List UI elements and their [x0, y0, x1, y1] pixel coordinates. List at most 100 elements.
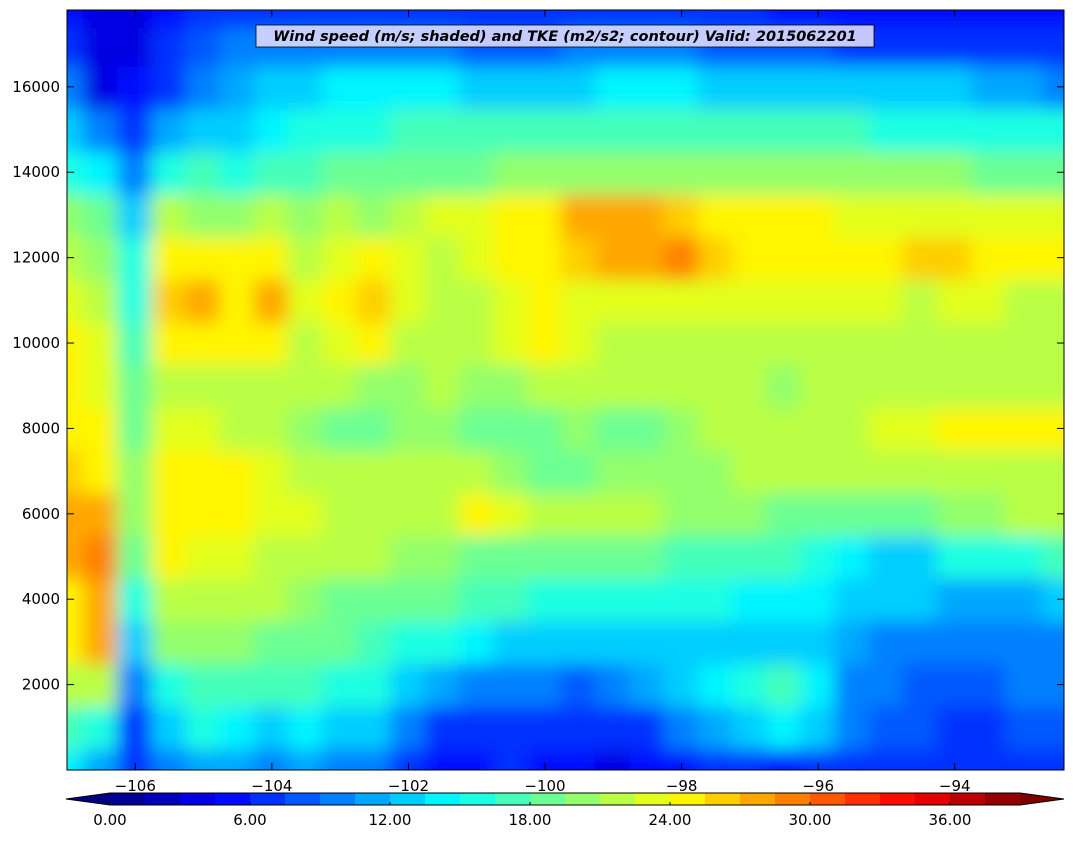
field-cell — [424, 619, 461, 665]
field-cell — [390, 406, 427, 451]
field-cell — [117, 619, 154, 665]
field-cell — [765, 704, 803, 750]
field-cell — [731, 704, 768, 750]
field-cell — [83, 619, 120, 665]
field-cell — [868, 491, 905, 537]
field-cell — [1004, 448, 1045, 494]
field-cell — [800, 534, 837, 579]
field-cell — [834, 192, 871, 238]
field-cell — [356, 448, 393, 494]
field-cell — [287, 107, 325, 152]
field-cell — [1042, 10, 1064, 29]
field-cell — [526, 747, 564, 770]
field-cell — [185, 406, 222, 451]
colorbar-bin — [215, 793, 251, 805]
field-cell — [322, 704, 359, 750]
colorbar-bin — [320, 793, 356, 805]
field-cell — [765, 662, 803, 707]
field-cell — [424, 491, 461, 537]
field-cell — [322, 576, 359, 622]
field-cell — [458, 149, 495, 195]
colorbar-bin — [110, 793, 146, 805]
field-cell — [151, 64, 188, 110]
field-cell — [1004, 192, 1045, 238]
field-cell — [253, 10, 290, 29]
field-cell — [424, 277, 461, 323]
field-cell — [868, 619, 905, 665]
field-cell — [697, 64, 734, 110]
field-cell — [1004, 107, 1045, 152]
field-cell — [458, 406, 495, 451]
field-cell — [1004, 491, 1045, 537]
field-cell — [67, 10, 86, 29]
field-cell — [561, 320, 598, 366]
field-cell — [492, 107, 529, 152]
field-cell — [67, 320, 86, 366]
field-cell — [67, 704, 86, 750]
field-cell — [151, 406, 188, 451]
field-cell — [697, 363, 734, 409]
field-cell — [731, 491, 768, 537]
field-cell — [629, 277, 666, 323]
field-cell — [526, 277, 564, 323]
field-cell — [970, 576, 1007, 622]
field-cell — [868, 277, 905, 323]
field-cell — [185, 149, 222, 195]
field-cell — [67, 149, 86, 195]
field-cell — [663, 363, 700, 409]
field-cell — [765, 448, 803, 494]
field-cell — [526, 619, 564, 665]
field-cell — [663, 235, 700, 280]
field-cell — [356, 406, 393, 451]
field-cell — [868, 704, 905, 750]
colorbar-bin — [600, 793, 636, 805]
field-cell — [322, 448, 359, 494]
field-cell — [1042, 320, 1064, 366]
field-cell — [1042, 491, 1064, 537]
field-cell — [185, 704, 222, 750]
field-cell — [117, 149, 154, 195]
field-cell — [526, 491, 564, 537]
field-cell — [629, 363, 666, 409]
field-cell — [629, 704, 666, 750]
field-cell — [731, 64, 768, 110]
colorbar-tick-label: 12.00 — [369, 811, 412, 829]
field-cell — [492, 320, 529, 366]
field-cell — [902, 534, 939, 579]
field-cell — [800, 363, 837, 409]
x-axis: −106 −104 −102 −100 −98 −96 −94 — [115, 10, 971, 795]
colorbar-tick-label: 36.00 — [929, 811, 972, 829]
field-cell — [492, 448, 529, 494]
y-tick-label: 6000 — [22, 505, 60, 523]
colorbar-bin — [705, 793, 741, 805]
field-cell — [800, 406, 837, 451]
y-tick-label: 10000 — [12, 334, 60, 352]
field-cell — [834, 704, 871, 750]
field-cell — [731, 406, 768, 451]
field-cell — [800, 10, 837, 29]
field-cell — [970, 149, 1007, 195]
field-cell — [561, 192, 598, 238]
colorbar-bin — [950, 793, 986, 805]
field-cell — [83, 10, 120, 29]
field-cell — [936, 406, 973, 451]
field-cell — [834, 662, 871, 707]
field-cell — [117, 107, 154, 152]
field-cell — [629, 448, 666, 494]
field-cell — [253, 64, 290, 110]
y-tick-label: 4000 — [22, 590, 60, 608]
field-cell — [697, 619, 734, 665]
field-cell — [67, 64, 86, 110]
field-cell — [834, 363, 871, 409]
field-cell — [561, 491, 598, 537]
field-cell — [800, 235, 837, 280]
field-cell — [663, 534, 700, 579]
field-cell — [1042, 149, 1064, 195]
field-cell — [765, 491, 803, 537]
field-cell — [595, 192, 632, 238]
field-cell — [322, 277, 359, 323]
field-cell — [629, 64, 666, 110]
field-cell — [834, 235, 871, 280]
field-cell — [458, 619, 495, 665]
field-cell — [765, 576, 803, 622]
